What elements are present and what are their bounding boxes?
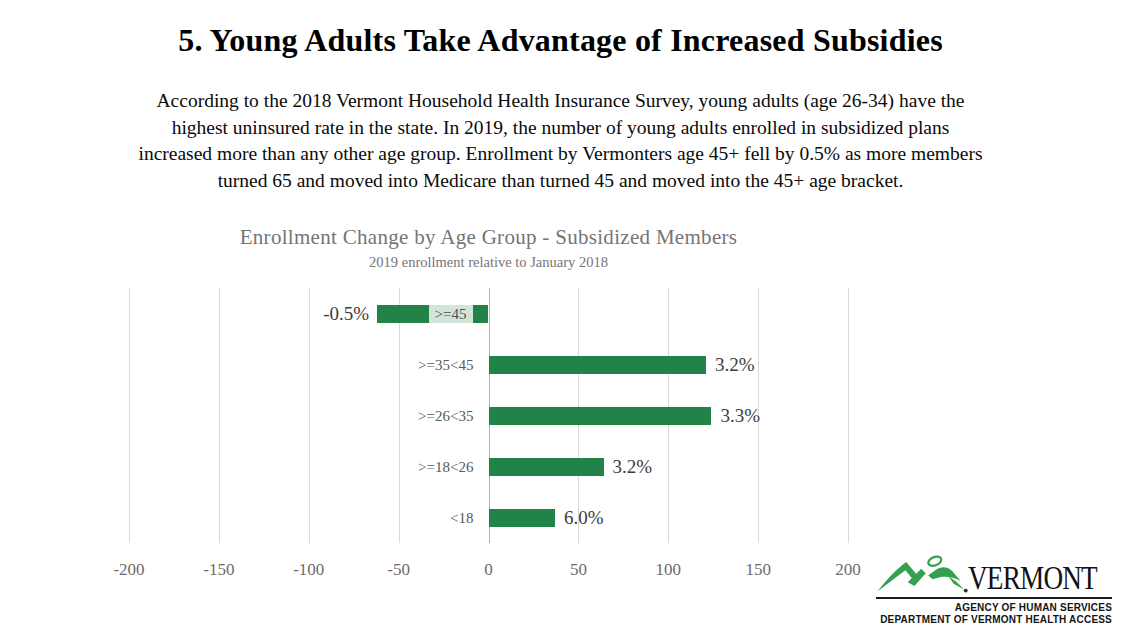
logo-department-line: DEPARTMENT OF VERMONT HEALTH ACCESS (876, 614, 1112, 626)
vermont-logo: VERMONT AGENCY OF HUMAN SERVICES DEPARTM… (876, 551, 1112, 626)
chart-subtitle: 2019 enrollment relative to January 2018 (129, 254, 848, 271)
intro-paragraph: According to the 2018 Vermont Household … (30, 88, 1091, 194)
chart-title: Enrollment Change by Age Group - Subsidi… (129, 225, 848, 250)
bar--26-35 (489, 407, 712, 425)
logo-agency-line: AGENCY OF HUMAN SERVICES (876, 602, 1112, 614)
category-label: >=26<35 (418, 407, 473, 425)
value-label: -0.5% (323, 302, 369, 326)
value-label: 6.0% (564, 506, 604, 530)
left-peak (878, 562, 919, 591)
page-title: 5. Young Adults Take Advantage of Increa… (0, 22, 1121, 59)
green-mountain-icon (876, 553, 968, 595)
x-tick-label: -150 (203, 560, 234, 580)
bar--18 (489, 509, 556, 527)
category-label: >=45 (429, 305, 473, 323)
gridline (848, 288, 849, 543)
x-tick-label: -100 (293, 560, 324, 580)
leaf-icon (927, 555, 943, 568)
value-label: 3.2% (715, 353, 755, 377)
paragraph-line: According to the 2018 Vermont Household … (30, 88, 1091, 115)
x-tick-label: 50 (570, 560, 587, 580)
gridline (309, 288, 310, 543)
x-tick-label: -50 (387, 560, 410, 580)
paragraph-line: highest uninsured rate in the state. In … (30, 115, 1091, 142)
category-label: >=35<45 (418, 356, 473, 374)
x-tick-label: 150 (745, 560, 771, 580)
gridline (399, 288, 400, 543)
logo-divider-rule (876, 597, 1112, 599)
x-tick-label: 0 (484, 560, 493, 580)
bar-chart-plot-area: >=45 -0.5% >=35<45 3.2% >=26<35 3.3% >=18<26 3.… (129, 288, 848, 543)
category-label: <18 (450, 509, 473, 527)
paragraph-line: turned 65 and moved into Medicare than t… (30, 168, 1091, 195)
x-tick-label: 100 (656, 560, 682, 580)
right-ridge (908, 567, 961, 586)
vermont-wordmark: VERMONT (968, 561, 1097, 595)
bar--18-26 (489, 458, 604, 476)
paragraph-line: increased more than any other age group.… (30, 141, 1091, 168)
bar--35-45 (489, 356, 706, 374)
value-label: 3.3% (720, 404, 760, 428)
logo-row: VERMONT (876, 551, 1112, 595)
x-tick-label: 200 (835, 560, 861, 580)
mountain-shapes (878, 555, 968, 593)
x-axis: -200-150-100-50050100150200 (129, 560, 848, 582)
value-label: 3.2% (613, 455, 653, 479)
gridline (129, 288, 130, 543)
gridline (219, 288, 220, 543)
x-tick-label: -200 (113, 560, 144, 580)
category-label: >=18<26 (418, 458, 473, 476)
